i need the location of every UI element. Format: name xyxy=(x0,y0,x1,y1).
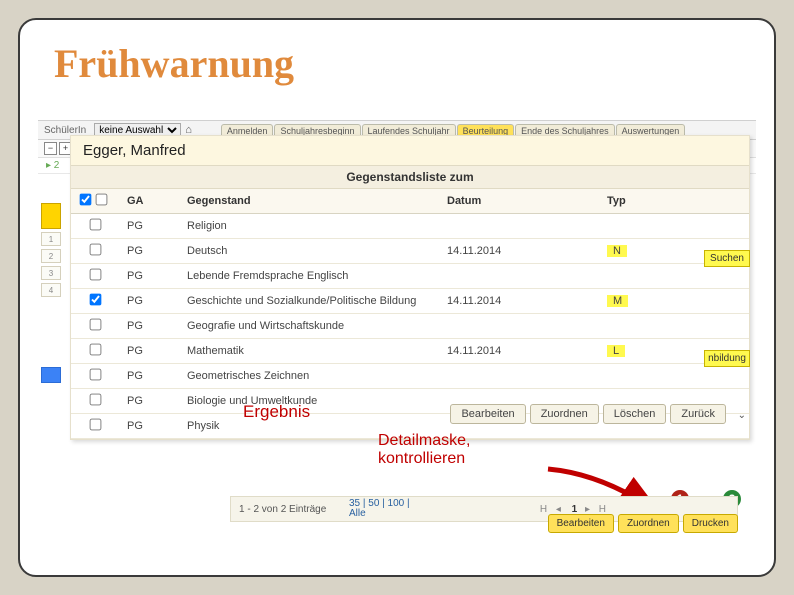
scroll-down-icon[interactable]: ⌄ xyxy=(738,410,746,421)
student-label: SchülerIn xyxy=(44,125,86,136)
col-typ: Typ xyxy=(599,189,749,214)
check-all-2[interactable] xyxy=(96,194,108,206)
bearbeiten-button[interactable]: Bearbeiten xyxy=(450,404,525,424)
cell-gegenstand: Geschichte und Sozialkunde/Politische Bi… xyxy=(179,289,439,314)
check-all-1[interactable] xyxy=(80,194,92,206)
suchen-button[interactable]: Suchen xyxy=(704,250,750,267)
row-checkbox[interactable] xyxy=(89,419,101,431)
cell-datum xyxy=(439,264,599,289)
action-button-row: Bearbeiten Zuordnen Löschen Zurück xyxy=(450,404,726,424)
pager-nav[interactable]: H ◂ 1 ▸ H xyxy=(540,504,609,515)
pager-entries: 1 - 2 von 2 Einträge xyxy=(239,504,349,515)
cell-typ xyxy=(599,264,749,289)
cell-ga: PG xyxy=(119,289,179,314)
ergebnis-label: Ergebnis xyxy=(243,402,310,422)
row-checkbox[interactable] xyxy=(89,269,101,281)
table-row[interactable]: PGMathematik14.11.2014L xyxy=(71,339,749,364)
left-indicators: 1 2 3 4 xyxy=(38,200,64,386)
student-name: Egger, Manfred xyxy=(71,136,749,165)
row-checkbox[interactable] xyxy=(89,219,101,231)
detail-line1: Detailmaske, xyxy=(378,432,470,449)
cell-gegenstand: Geometrisches Zeichnen xyxy=(179,364,439,389)
row-checkbox[interactable] xyxy=(89,244,101,256)
left-blue-box xyxy=(41,367,61,383)
row-checkbox[interactable] xyxy=(89,369,101,381)
cell-ga: PG xyxy=(119,214,179,239)
detail-annotation: Detailmaske, kontrollieren xyxy=(378,432,470,469)
subject-table: GA Gegenstand Datum Typ PGReligionPGDeut… xyxy=(71,189,749,439)
cell-datum xyxy=(439,214,599,239)
table-row[interactable]: PGGeografie und Wirtschaftskunde xyxy=(71,314,749,339)
row-checkbox[interactable] xyxy=(89,344,101,356)
collapse-icon[interactable]: − xyxy=(44,142,57,155)
subject-panel: Egger, Manfred Gegenstandsliste zum GA G… xyxy=(70,135,750,440)
cell-ga: PG xyxy=(119,239,179,264)
zuordnen-button[interactable]: Zuordnen xyxy=(530,404,599,424)
zuordnen-bottom-button[interactable]: Zuordnen xyxy=(618,514,679,533)
cell-ga: PG xyxy=(119,364,179,389)
bottom-button-row: Bearbeiten Zuordnen Drucken xyxy=(548,514,738,533)
slide-frame: Frühwarnung SchülerIn keine Auswahl ⌂ An… xyxy=(18,18,776,577)
cell-datum xyxy=(439,314,599,339)
cell-gegenstand: Religion xyxy=(179,214,439,239)
cell-typ xyxy=(599,364,749,389)
pager-perpage[interactable]: 35 | 50 | 100 | Alle xyxy=(349,499,429,520)
cell-ga: PG xyxy=(119,339,179,364)
cell-ga: PG xyxy=(119,314,179,339)
partial-label: nbildung xyxy=(704,350,750,367)
cell-typ: M xyxy=(599,289,749,314)
screenshot-region: SchülerIn keine Auswahl ⌂ Anmelden Schul… xyxy=(38,120,756,555)
left-box-2: 2 xyxy=(41,249,61,263)
row-checkbox[interactable] xyxy=(89,319,101,331)
col-ga: GA xyxy=(119,189,179,214)
cell-gegenstand: Deutsch xyxy=(179,239,439,264)
cell-gegenstand: Geografie und Wirtschaftskunde xyxy=(179,314,439,339)
cell-ga: PG xyxy=(119,264,179,289)
drucken-bottom-button[interactable]: Drucken xyxy=(683,514,738,533)
cell-typ xyxy=(599,314,749,339)
cell-ga: PG xyxy=(119,414,179,439)
bearbeiten-bottom-button[interactable]: Bearbeiten xyxy=(548,514,614,533)
panel-subtitle: Gegenstandsliste zum xyxy=(71,165,749,189)
row-checkbox[interactable] xyxy=(89,294,101,306)
left-gold-box xyxy=(41,203,61,229)
left-box-1: 1 xyxy=(41,232,61,246)
cell-ga: PG xyxy=(119,389,179,414)
col-gegenstand: Gegenstand xyxy=(179,189,439,214)
table-row[interactable]: PGGeschichte und Sozialkunde/Politische … xyxy=(71,289,749,314)
loeschen-button[interactable]: Löschen xyxy=(603,404,667,424)
cell-gegenstand: Mathematik xyxy=(179,339,439,364)
col-datum: Datum xyxy=(439,189,599,214)
col-check xyxy=(71,189,119,214)
cell-datum: 14.11.2014 xyxy=(439,239,599,264)
cell-datum: 14.11.2014 xyxy=(439,289,599,314)
cell-datum xyxy=(439,364,599,389)
table-row[interactable]: PGReligion xyxy=(71,214,749,239)
table-row[interactable]: PGGeometrisches Zeichnen xyxy=(71,364,749,389)
table-row[interactable]: PGDeutsch14.11.2014N xyxy=(71,239,749,264)
detail-line2: kontrollieren xyxy=(378,450,465,467)
zurueck-button[interactable]: Zurück xyxy=(670,404,726,424)
row-checkbox[interactable] xyxy=(89,394,101,406)
left-box-3: 3 xyxy=(41,266,61,280)
cell-datum: 14.11.2014 xyxy=(439,339,599,364)
cell-typ xyxy=(599,214,749,239)
page-title: Frühwarnung xyxy=(20,20,774,91)
table-row[interactable]: PGLebende Fremdsprache Englisch xyxy=(71,264,749,289)
left-box-4: 4 xyxy=(41,283,61,297)
cell-gegenstand: Lebende Fremdsprache Englisch xyxy=(179,264,439,289)
